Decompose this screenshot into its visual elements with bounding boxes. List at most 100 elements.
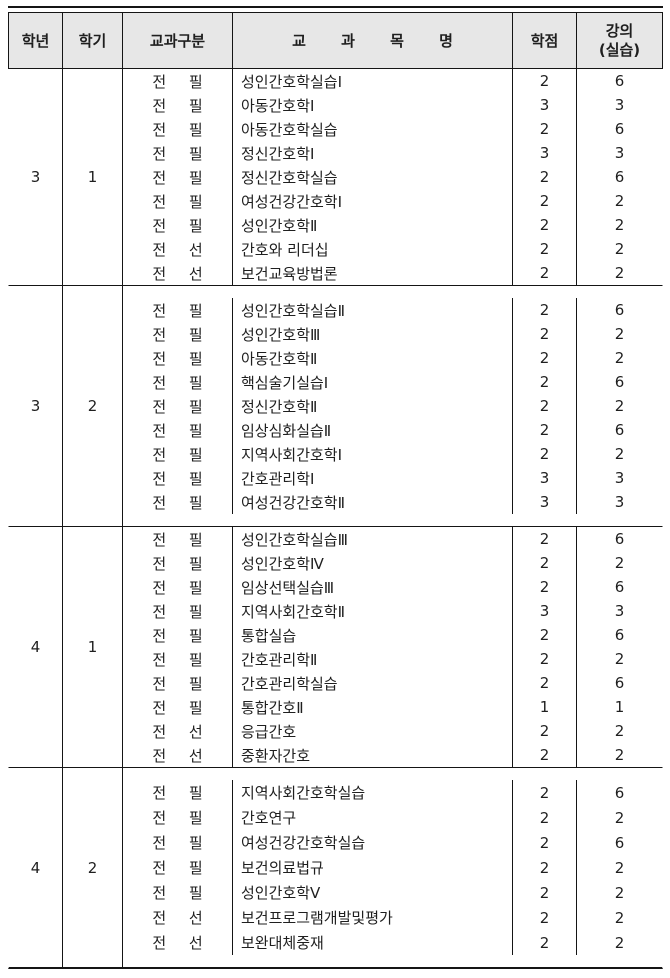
- credits-cell: 3: [513, 466, 577, 490]
- course-name-cell: 응급간호: [233, 719, 513, 743]
- hours-cell: 6: [614, 833, 625, 852]
- credits-cell: 2: [513, 322, 577, 346]
- hours-cell: 3: [614, 493, 625, 511]
- course-type-cell: 전 필: [123, 370, 233, 394]
- credits-cell: 3: [513, 93, 577, 117]
- course-name-cell: 여성건강간호학Ⅰ: [233, 189, 513, 213]
- year-cell: 4: [9, 768, 63, 967]
- course-name-cell: 성인간호학Ⅱ: [233, 213, 513, 237]
- course-type-cell: 전 필: [123, 93, 233, 117]
- credits-cell: 2: [513, 165, 577, 189]
- course-type-cell: 전 필: [123, 189, 233, 213]
- course-type-cell: 전 필: [123, 830, 233, 855]
- course-name-cell: 아동간호학실습: [233, 117, 513, 141]
- hours-cell: 2: [614, 746, 625, 764]
- hours-cell: 2: [614, 933, 625, 952]
- course-name-cell: 지역사회간호학Ⅱ: [233, 599, 513, 623]
- course-name-cell: 지역사회간호학Ⅰ: [233, 442, 513, 466]
- hours-cell: 1: [614, 698, 625, 716]
- course-type-cell: 전 필: [123, 346, 233, 370]
- row-spacer-cell: [513, 955, 577, 967]
- year-cell: 4: [9, 527, 63, 767]
- course-type-cell: 전 필: [123, 647, 233, 671]
- hours-cell: 6: [614, 530, 625, 548]
- row-spacer-cell: [123, 286, 233, 298]
- course-name-cell: 간호연구: [233, 805, 513, 830]
- credits-cell: 2: [513, 69, 577, 93]
- course-type-cell: 전 필: [123, 490, 233, 514]
- credits-cell: 2: [513, 623, 577, 647]
- table-top-double-rule: [8, 6, 663, 12]
- row-spacer-cell: [577, 514, 662, 526]
- course-type-cell: 전 필: [123, 466, 233, 490]
- hours-cell: 6: [614, 301, 625, 319]
- hours-cell: 2: [614, 325, 625, 343]
- course-type-cell: 전 선: [123, 743, 233, 767]
- course-type-cell: 전 필: [123, 442, 233, 466]
- course-type-cell: 전 필: [123, 141, 233, 165]
- course-name-cell: 여성건강간호학Ⅱ: [233, 490, 513, 514]
- hours-cell: 6: [614, 421, 625, 439]
- credits-cell: 2: [513, 551, 577, 575]
- credits-cell: 2: [513, 855, 577, 880]
- hours-cell: 2: [614, 264, 625, 282]
- credits-cell: 2: [513, 527, 577, 551]
- credits-cell: 3: [513, 141, 577, 165]
- course-type-cell: 전 필: [123, 165, 233, 189]
- hours-cell: 6: [614, 578, 625, 596]
- credits-cell: 2: [513, 743, 577, 767]
- course-type-cell: 전 필: [123, 855, 233, 880]
- credits-cell: 2: [513, 830, 577, 855]
- course-type-cell: 전 선: [123, 719, 233, 743]
- course-name-cell: 여성건강간호학실습: [233, 830, 513, 855]
- course-type-cell: 전 필: [123, 880, 233, 905]
- course-name-cell: 핵심술기실습Ⅰ: [233, 370, 513, 394]
- row-spacer-cell: [513, 286, 577, 298]
- course-type-cell: 전 필: [123, 527, 233, 551]
- course-type-cell: 전 필: [123, 805, 233, 830]
- credits-cell: 2: [513, 905, 577, 930]
- hours-cell: 6: [614, 168, 625, 186]
- course-name-cell: 간호관리학실습: [233, 671, 513, 695]
- credits-cell: 3: [513, 599, 577, 623]
- row-spacer-cell: [577, 286, 662, 298]
- hours-cell: 2: [614, 908, 625, 927]
- credits-cell: 3: [513, 490, 577, 514]
- course-name-cell: 간호관리학Ⅱ: [233, 647, 513, 671]
- hours-cell: 2: [614, 722, 625, 740]
- credits-cell: 2: [513, 780, 577, 805]
- table-header-row: 학년 학기 교과구분 교 과 목 명 학점 강의 (실습): [8, 12, 663, 69]
- row-spacer-cell: [233, 955, 513, 967]
- year-cell: 3: [9, 69, 63, 285]
- course-name-cell: 아동간호학Ⅰ: [233, 93, 513, 117]
- course-name-cell: 간호관리학Ⅰ: [233, 466, 513, 490]
- course-name-cell: 지역사회간호학실습: [233, 780, 513, 805]
- hours-cell: 6: [614, 674, 625, 692]
- hours-cell: 2: [614, 858, 625, 877]
- course-type-cell: 전 필: [123, 69, 233, 93]
- course-type-cell: 전 필: [123, 551, 233, 575]
- hours-cell: 3: [614, 96, 625, 114]
- credits-cell: 2: [513, 647, 577, 671]
- credits-cell: 2: [513, 880, 577, 905]
- course-type-cell: 전 선: [123, 237, 233, 261]
- hours-cell: 2: [614, 650, 625, 668]
- hours-cell: 2: [614, 554, 625, 572]
- credits-cell: 2: [513, 346, 577, 370]
- course-name-cell: 보건프로그램개발및평가: [233, 905, 513, 930]
- course-name-cell: 임상선택실습Ⅲ: [233, 575, 513, 599]
- row-spacer-cell: [233, 286, 513, 298]
- course-type-cell: 전 필: [123, 575, 233, 599]
- row-spacer-cell: [577, 768, 662, 780]
- course-name-cell: 통합실습: [233, 623, 513, 647]
- credits-cell: 2: [513, 671, 577, 695]
- course-name-cell: 정신간호학Ⅱ: [233, 394, 513, 418]
- course-type-cell: 전 필: [123, 623, 233, 647]
- credits-cell: 2: [513, 298, 577, 322]
- credits-cell: 2: [513, 370, 577, 394]
- course-name-cell: 성인간호학실습Ⅲ: [233, 527, 513, 551]
- hours-cell: 2: [614, 808, 625, 827]
